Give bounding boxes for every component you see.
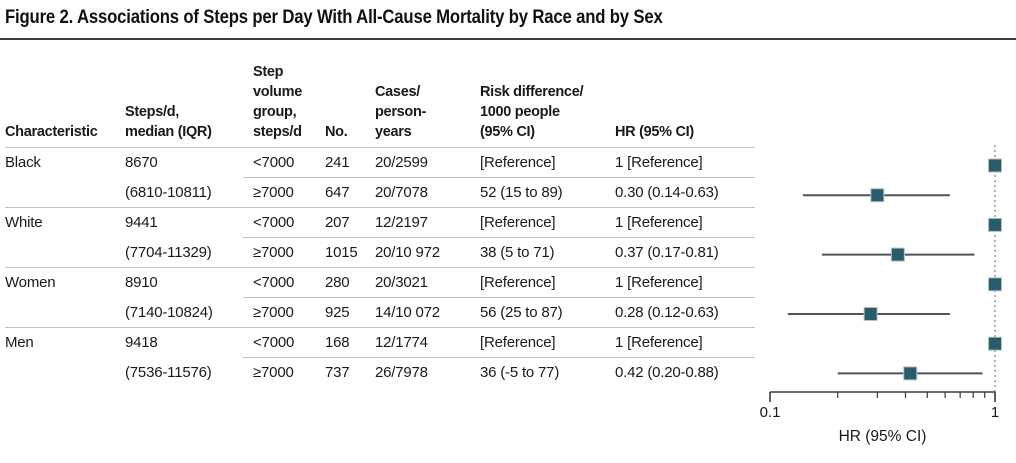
- table-cell: [Reference]: [480, 208, 615, 238]
- header-cell: No.: [325, 58, 375, 148]
- table-cell: White: [5, 214, 43, 231]
- table-cell: 1 [Reference]: [615, 208, 755, 238]
- table-cell: [Reference]: [480, 268, 615, 298]
- table-cell: 12/2197: [375, 208, 480, 238]
- table-cell: 280: [325, 268, 375, 298]
- table-cell: [5, 298, 125, 328]
- hr-marker: [988, 158, 1002, 173]
- table-cell: 8910: [125, 274, 158, 291]
- table-cell: 0.42 (0.20-0.88): [615, 364, 719, 381]
- table-cell: <7000: [243, 328, 325, 358]
- header-cell: Steps/d, median (IQR): [125, 58, 243, 148]
- table-cell: (7704-11329): [125, 238, 243, 268]
- table-cell: <7000: [243, 148, 325, 178]
- table-cell: 12/1774: [375, 328, 480, 358]
- table-cell: ≥7000: [243, 298, 325, 328]
- table-cell: 1 [Reference]: [615, 268, 755, 298]
- table-cell: ≥7000: [243, 238, 325, 268]
- table-cell: (7140-10824): [125, 298, 243, 328]
- table-cell: [5, 238, 125, 268]
- header-cell: Risk difference/ 1000 people (95% CI): [480, 58, 615, 148]
- hr-marker: [870, 188, 885, 203]
- hr-marker: [988, 277, 1002, 292]
- table-cell: 737: [325, 364, 350, 381]
- table-cell: 0.28 (0.12-0.63): [615, 298, 755, 328]
- hr-marker: [903, 366, 918, 381]
- table-cell: 0.30 (0.14-0.63): [615, 178, 755, 208]
- hr-marker: [988, 217, 1002, 232]
- hr-marker: [890, 247, 905, 262]
- table-cell: ≥7000: [253, 364, 294, 381]
- table-cell: 9441: [125, 214, 158, 231]
- table-cell: 20/7078: [375, 178, 480, 208]
- title-rule: [0, 38, 1016, 40]
- table-cell: 8670: [125, 154, 158, 171]
- header-cell: Cases/ person- years: [375, 58, 480, 148]
- table-cell: (6810-10811): [125, 178, 243, 208]
- header-cell: Characteristic: [5, 58, 125, 148]
- table-cell: 20/10 972: [375, 238, 480, 268]
- table-cell: 1 [Reference]: [615, 328, 755, 358]
- table-cell: <7000: [243, 208, 325, 238]
- table-cell: Men: [5, 334, 34, 351]
- table-cell: Women: [5, 274, 56, 291]
- header-cell: HR (95% CI): [615, 58, 755, 148]
- table-cell: <7000: [243, 268, 325, 298]
- table-cell: 9418: [125, 334, 158, 351]
- table-cell: 38 (5 to 71): [480, 238, 615, 268]
- table-cell: 52 (15 to 89): [480, 178, 615, 208]
- table-cell: (7536-11576): [125, 364, 212, 381]
- x-tick-label: 1: [991, 404, 999, 421]
- table-cell: [5, 178, 125, 208]
- table-cell: 1 [Reference]: [615, 148, 755, 178]
- table-cell: 20/3021: [375, 268, 480, 298]
- table-cell: [5, 358, 125, 388]
- table-cell: 647: [325, 178, 375, 208]
- x-tick-label: 0.1: [760, 404, 781, 421]
- figure-title: Figure 2. Associations of Steps per Day …: [5, 7, 663, 28]
- header-cell: Step volume group, steps/d: [243, 58, 325, 148]
- forest-plot: 0.1 1 HR (95% CI): [760, 145, 1002, 445]
- table-cell: 168: [325, 328, 375, 358]
- table-cell: 20/2599: [375, 148, 480, 178]
- table-cell: ≥7000: [243, 178, 325, 208]
- table-cell: 0.37 (0.17-0.81): [615, 238, 755, 268]
- results-table: Characteristic Steps/d, median (IQR) Step …: [5, 58, 755, 388]
- table-cell: 241: [325, 148, 375, 178]
- table-cell: Black: [5, 154, 41, 171]
- hr-marker: [988, 336, 1002, 351]
- table-cell: [Reference]: [480, 328, 615, 358]
- hr-marker: [863, 307, 878, 321]
- table-cell: 26/7978: [375, 364, 428, 381]
- table-cell: 1015: [325, 238, 375, 268]
- x-axis-label: HR (95% CI): [839, 428, 927, 445]
- table-cell: 207: [325, 208, 375, 238]
- table-cell: 925: [325, 298, 375, 328]
- table-cell: 36 (-5 to 77): [480, 364, 560, 381]
- table-cell: 56 (25 to 87): [480, 298, 615, 328]
- table-cell: 14/10 072: [375, 298, 480, 328]
- table-cell: [Reference]: [480, 148, 615, 178]
